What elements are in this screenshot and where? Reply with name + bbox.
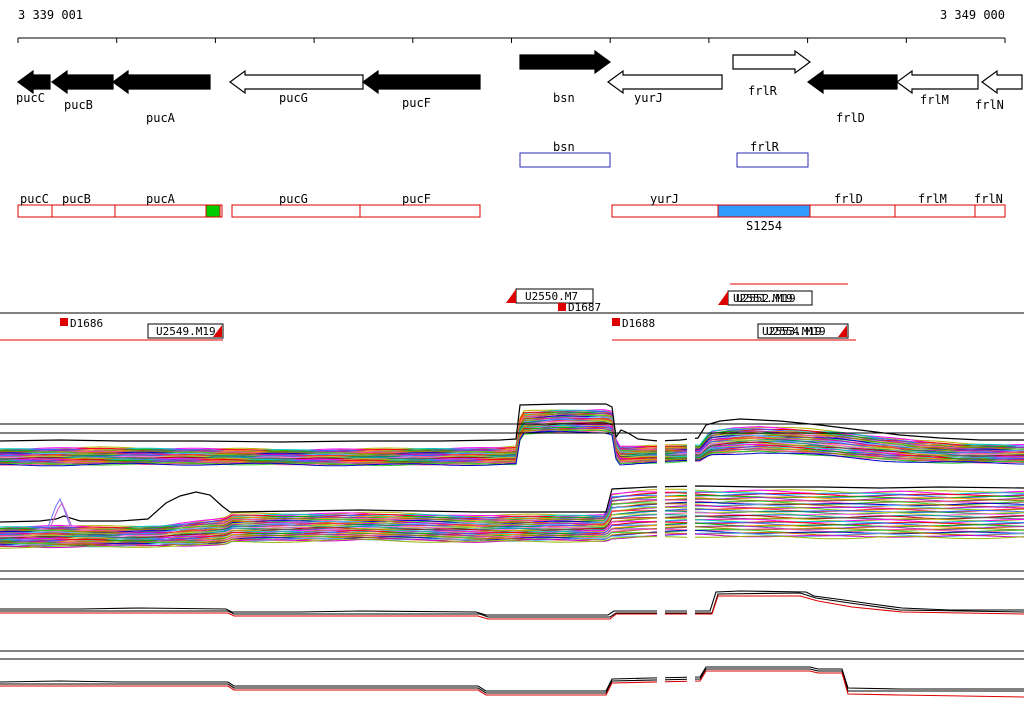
expression-line [0,668,1024,694]
gene-arrow-frlN[interactable] [980,69,1023,95]
gene-label-yurJ: yurJ [634,91,663,105]
probe-flag-u2549 [213,325,222,337]
feature-box[interactable] [17,204,223,218]
expression-line [0,590,1024,616]
feature-label-pucG: pucG [279,192,308,206]
feature-box[interactable] [231,204,481,218]
gene-arrow-frlM[interactable] [895,69,979,95]
probe-label[interactable]: U2554.M19 [766,325,826,338]
expression-line [49,501,73,529]
expression-profile-line [0,498,1024,533]
probe-label[interactable]: U2553.M19 [762,325,822,338]
probe-marker [558,303,566,311]
feature-label-yurJ: yurJ [650,192,679,206]
gene-label-pucA: pucA [146,111,176,125]
probe-flag-u2553-u2554 [838,325,847,337]
probe-label-D1688[interactable]: D1688 [622,317,655,330]
feature-label-pucC: pucC [20,192,49,206]
missing-data-gap [687,422,695,700]
probe-marker [612,318,620,326]
feature-segment-blue[interactable] [717,204,811,218]
feature-label-pucA: pucA [146,192,176,206]
gene-arrow-bsn[interactable] [519,49,612,75]
gene-label-frlR: frlR [748,84,778,98]
expression-line [0,666,1024,692]
gene-arrow-pucA[interactable] [111,69,211,95]
missing-data-gap [657,422,665,700]
probe-label[interactable]: U2549.M19 [156,325,216,338]
probe-marker [60,318,68,326]
gene-label-pucC: pucC [16,91,45,105]
ruler-end-position: 3 349 000 [939,8,1005,22]
expression-profile-line [0,532,1024,547]
probe-label[interactable]: U2552.M19 [736,292,796,305]
probe-label-D1687[interactable]: D1687 [568,301,601,314]
gene-label-frlM: frlM [920,93,949,107]
feature-segment-green[interactable] [205,204,221,218]
gene-arrow-frlR[interactable] [732,49,812,75]
probe-label[interactable]: U2551.M19 [733,292,793,305]
gene-label-frlD: frlD [836,111,865,125]
operon-label-bsn: bsn [553,140,575,154]
probe-label-box-u2549[interactable] [147,323,224,339]
operon-box-frlR[interactable] [736,152,809,168]
ruler-start-position: 3 339 001 [18,8,84,22]
gene-arrow-pucG[interactable] [228,69,364,95]
gene-label-frlN: frlN [975,98,1004,112]
feature-label-pucB: pucB [62,192,91,206]
operon-box-bsn[interactable] [519,152,611,168]
operon-label-frlR: frlR [750,140,780,154]
expression-profile-line [0,535,1024,549]
gene-arrow-yurJ[interactable] [606,69,723,95]
feature-label-frlN: frlN [974,192,1003,206]
expression-envelope-line [0,403,1024,443]
probe-label-D1686[interactable]: D1686 [70,317,103,330]
expression-profile-line [0,427,1024,465]
feature-label-frlM: frlM [918,192,947,206]
gene-arrow-pucB[interactable] [50,69,114,95]
expression-profile-line [0,488,1024,529]
probe-label[interactable]: U2550.M7 [525,290,578,303]
expression-line [0,670,1024,698]
gene-label-pucF: pucF [402,96,431,110]
feature-label-frlD: frlD [834,192,863,206]
expression-profile-line [0,429,1024,467]
feature-label-pucF: pucF [402,192,431,206]
probe-label-box-u2553-u2554[interactable] [757,323,849,339]
gene-label-pucG: pucG [279,91,308,105]
gene-arrow-pucF[interactable] [361,69,481,95]
expression-envelope-line [0,485,1024,523]
expression-line [0,592,1024,618]
expression-profile-line [0,491,1024,529]
gene-label-bsn: bsn [553,91,575,105]
expression-profile-line [0,501,1024,534]
feature-sublabel-S1254: S1254 [746,219,782,233]
expression-line [47,497,71,528]
expression-profile-line [0,430,1024,467]
probe-flag-u2551-u2552 [718,291,728,305]
gene-arrow-pucC[interactable] [16,69,51,95]
expression-profile-line [0,494,1024,531]
probe-flag-u2550 [506,289,516,303]
gene-arrow-frlD[interactable] [806,69,898,95]
gene-label-pucB: pucB [64,98,93,112]
